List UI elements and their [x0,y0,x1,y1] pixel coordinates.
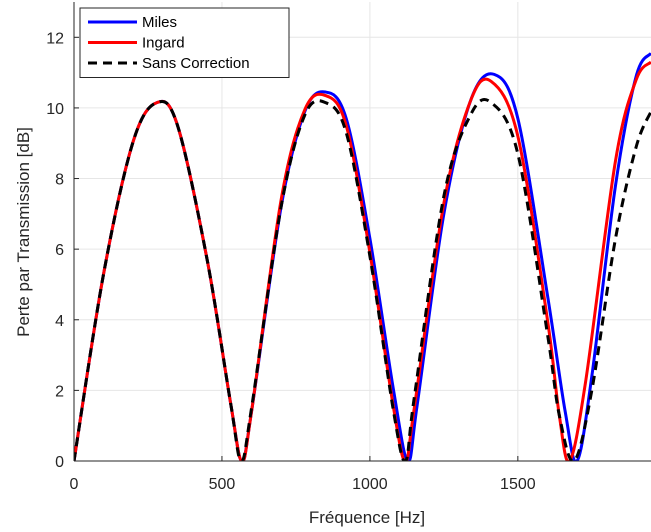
y-tick-label: 2 [55,383,64,400]
y-tick-label: 0 [55,454,64,471]
y-axis-title: Perte par Transmission [dB] [14,127,33,337]
series-line-sans-correction [74,98,651,461]
x-tick-label: 1000 [352,476,388,493]
x-axis-title: Fréquence [Hz] [309,508,425,527]
x-tick-label: 0 [70,476,79,493]
y-tick-label: 12 [46,30,64,47]
x-tick-label: 500 [209,476,236,493]
legend-label-sans-correction: Sans Correction [142,55,250,72]
legend-label-miles: Miles [142,14,177,31]
series-layer [74,52,651,461]
y-tick-label: 6 [55,242,64,259]
y-tick-label: 4 [55,313,64,330]
x-tick-label: 1500 [500,476,536,493]
y-tick-label: 8 [55,172,64,189]
legend-label-ingard: Ingard [142,35,185,52]
ticks: 0 500 1000 1500 0 2 4 6 8 10 12 [46,30,536,493]
y-tick-label: 10 [46,101,64,118]
legend: Miles Ingard Sans Correction [79,7,290,78]
